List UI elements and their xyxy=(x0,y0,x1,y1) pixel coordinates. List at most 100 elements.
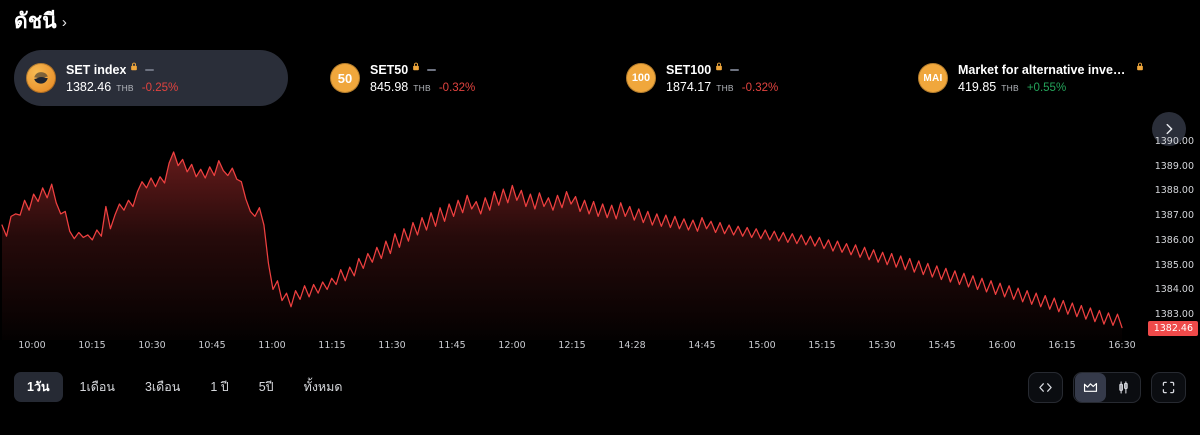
chart-type-group[interactable] xyxy=(1073,372,1141,403)
x-axis-tick: 10:45 xyxy=(198,340,226,351)
x-axis-tick: 11:30 xyxy=(378,340,406,351)
x-axis-tick: 11:45 xyxy=(438,340,466,351)
ticker-name: Market for alternative investment (m... xyxy=(958,62,1132,77)
ticker-price-row: 419.85 THB +0.55% xyxy=(958,80,1144,94)
ticker-price-row: 1874.17 THB -0.32% xyxy=(666,80,778,94)
sparkline-placeholder-icon xyxy=(145,68,155,71)
x-axis-tick: 10:30 xyxy=(138,340,166,351)
x-axis-tick: 14:28 xyxy=(618,340,646,351)
lock-icon xyxy=(716,62,723,71)
x-axis: 10:00 10:15 10:30 10:45 11:00 11:15 11:30 11:45… xyxy=(0,339,1200,357)
ticker-price: 419.85 xyxy=(958,79,997,94)
ticker-change: -0.32% xyxy=(438,81,476,94)
chart-canvas[interactable] xyxy=(0,118,1130,340)
chart-area-fill xyxy=(2,152,1122,340)
set-logo-icon xyxy=(26,63,56,93)
x-axis-tick: 10:15 xyxy=(78,340,106,351)
candlestick-chart-icon xyxy=(1119,381,1128,394)
y-axis-tick: 1386.00 xyxy=(1154,234,1194,246)
time-range-button-1[interactable]: 1เดือน xyxy=(67,372,128,402)
lock-icon xyxy=(131,62,138,71)
ticker-text: SET50 845.98 THB -0.32% xyxy=(370,63,475,94)
ticker-name-row: SET index xyxy=(66,63,178,77)
x-axis-tick: 15:30 xyxy=(868,340,896,351)
chevron-right-icon: › xyxy=(61,14,67,31)
y-axis-tick: 1385.00 xyxy=(1154,259,1194,271)
ticker-text: Market for alternative investment (m... … xyxy=(958,63,1144,94)
time-range-button-3[interactable]: 1 ปี xyxy=(197,372,241,402)
current-price-badge: 1382.46 xyxy=(1147,320,1198,336)
ticker-name-row: Market for alternative investment (m... xyxy=(958,63,1144,77)
chart-line xyxy=(1,151,1123,329)
time-range-button-4[interactable]: 5ปี xyxy=(246,372,287,402)
x-axis-tick: 10:00 xyxy=(18,340,46,351)
x-axis-tick: 11:15 xyxy=(318,340,346,351)
time-range-button-2[interactable]: 3เดือน xyxy=(132,372,193,402)
sparkline-placeholder-icon xyxy=(427,68,437,71)
x-axis-tick: 11:00 xyxy=(258,340,286,351)
page-title-row[interactable]: ดัชนี › xyxy=(14,8,67,36)
y-axis-tick: 1388.00 xyxy=(1154,185,1194,197)
ticker-name-row: SET50 xyxy=(370,63,475,77)
area-chart-icon xyxy=(1083,382,1098,392)
set100-badge-icon: 100 xyxy=(626,63,656,93)
ticker-name-row: SET100 xyxy=(666,63,778,77)
ticker-currency: THB xyxy=(413,82,431,93)
ticker-currency: THB xyxy=(716,82,734,93)
x-axis-tick: 16:30 xyxy=(1108,340,1136,351)
ticker-set50[interactable]: 50 SET50 845.98 THB -0.32% xyxy=(318,50,608,106)
code-icon xyxy=(1039,383,1052,392)
ticker-set100[interactable]: 100 SET100 1874.17 THB -0.32% xyxy=(614,50,904,106)
lock-icon xyxy=(413,62,420,71)
y-axis-tick: 1384.00 xyxy=(1154,284,1194,296)
ticker-text: SET index 1382.46 THB -0.25% xyxy=(66,63,178,94)
ticker-change: -0.32% xyxy=(741,81,779,94)
ticker-next-button[interactable] xyxy=(1152,112,1186,146)
code-button[interactable] xyxy=(1030,373,1061,402)
sparkline-placeholder-icon xyxy=(730,68,740,71)
x-axis-tick: 15:45 xyxy=(928,340,956,351)
price-chart[interactable]: 1390.00 1389.00 1388.00 1387.00 1386.00 1385.… xyxy=(0,118,1200,340)
ticker-currency: THB xyxy=(1001,82,1019,93)
ticker-price: 845.98 xyxy=(370,79,409,94)
set50-badge-icon: 50 xyxy=(330,63,360,93)
code-view-button[interactable] xyxy=(1028,372,1063,403)
y-axis-tick: 1383.00 xyxy=(1154,309,1194,321)
lock-icon xyxy=(1137,62,1143,71)
ticker-price: 1874.17 xyxy=(666,79,712,94)
page-title: ดัชนี xyxy=(14,10,57,33)
fullscreen-button[interactable] xyxy=(1153,373,1184,402)
time-range-button-5[interactable]: ทั้งหมด xyxy=(291,372,356,402)
ticker-mai[interactable]: MAI Market for alternative investment (m… xyxy=(910,50,1160,106)
x-axis-tick: 16:00 xyxy=(988,340,1016,351)
x-axis-tick: 15:15 xyxy=(808,340,836,351)
y-axis-tick: 1390.00 xyxy=(1154,135,1194,147)
area-chart-button[interactable] xyxy=(1075,373,1106,402)
x-axis-tick: 12:15 xyxy=(558,340,586,351)
x-axis-tick: 16:15 xyxy=(1048,340,1076,351)
ticker-price-row: 1382.46 THB -0.25% xyxy=(66,80,178,94)
time-range-group: 1วัน 1เดือน 3เดือน 1 ปี 5ปี ทั้งหมด xyxy=(14,372,356,402)
y-axis-tick: 1389.00 xyxy=(1154,160,1194,172)
fullscreen-button-box[interactable] xyxy=(1151,372,1186,403)
chevron-right-icon xyxy=(1166,123,1173,135)
ticker-set-index[interactable]: SET index 1382.46 THB -0.25% xyxy=(14,50,288,106)
y-axis-tick: 1387.00 xyxy=(1154,210,1194,222)
ticker-name: SET50 xyxy=(370,62,409,77)
candlestick-chart-button[interactable] xyxy=(1108,373,1139,402)
ticker-price: 1382.46 xyxy=(66,79,112,94)
time-range-button-0[interactable]: 1วัน xyxy=(14,372,63,402)
y-axis: 1390.00 1389.00 1388.00 1387.00 1386.00 1385.… xyxy=(1130,118,1200,340)
x-axis-tick: 12:00 xyxy=(498,340,526,351)
x-axis-tick: 15:00 xyxy=(748,340,776,351)
ticker-name: SET index xyxy=(66,62,127,77)
ticker-text: SET100 1874.17 THB -0.32% xyxy=(666,63,778,94)
mai-badge-icon: MAI xyxy=(918,63,948,93)
chart-toolbar: 1วัน 1เดือน 3เดือน 1 ปี 5ปี ทั้งหมด xyxy=(0,372,1200,414)
ticker-name: SET100 xyxy=(666,62,712,77)
fullscreen-icon xyxy=(1162,381,1175,394)
chart-tools-group xyxy=(1028,372,1186,403)
ticker-change: -0.25% xyxy=(141,81,179,94)
x-axis-tick: 14:45 xyxy=(688,340,716,351)
